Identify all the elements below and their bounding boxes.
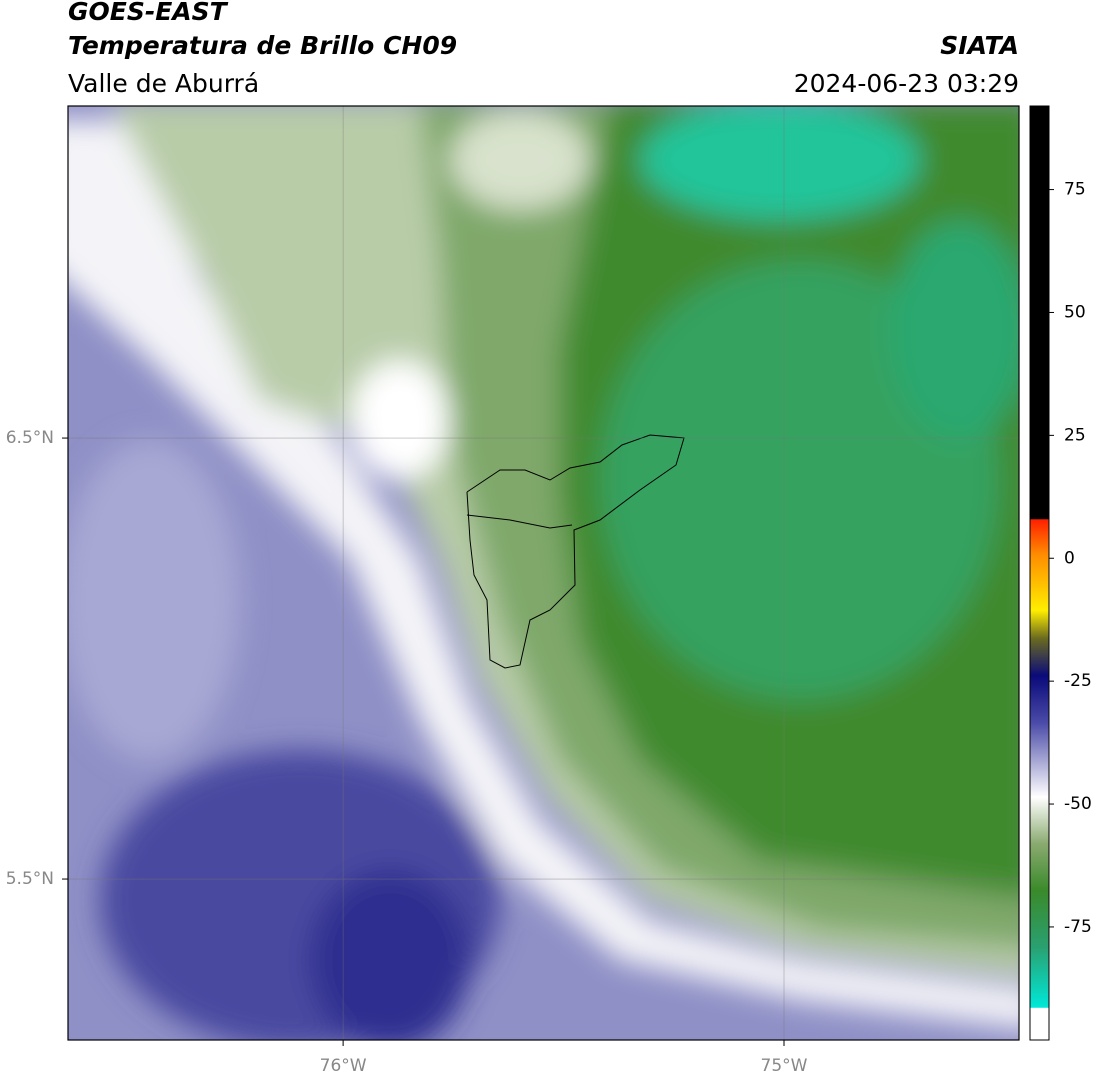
- agency: SIATA: [940, 31, 1019, 60]
- colorbar: [1029, 105, 1050, 1041]
- y-tick-label: 5.5°N: [6, 869, 54, 889]
- graticule: [68, 106, 1019, 1040]
- satellite-image: [68, 106, 1019, 1040]
- colorbar-tick-label: -50: [1064, 794, 1092, 814]
- colorbar-tick-label: 50: [1064, 302, 1086, 322]
- colorbar-tick-label: -25: [1064, 671, 1092, 691]
- product: Temperatura de Brillo CH09: [68, 31, 457, 60]
- y-tick-label: 6.5°N: [6, 428, 54, 448]
- map-frame: [67, 105, 1020, 1041]
- colorbar-tick-label: 0: [1064, 548, 1075, 568]
- satellite: GOES-EAST: [68, 0, 229, 26]
- colorbar-tick-label: 75: [1064, 180, 1086, 200]
- region: Valle de Aburrá: [68, 69, 259, 98]
- timestamp: 2024-06-23 03:29: [794, 69, 1019, 98]
- colorbar-tick-label: -75: [1064, 917, 1092, 937]
- colorbar-tick-label: 25: [1064, 425, 1086, 445]
- x-tick-label: 76°W: [320, 1056, 367, 1076]
- x-tick-label: 75°W: [761, 1056, 808, 1076]
